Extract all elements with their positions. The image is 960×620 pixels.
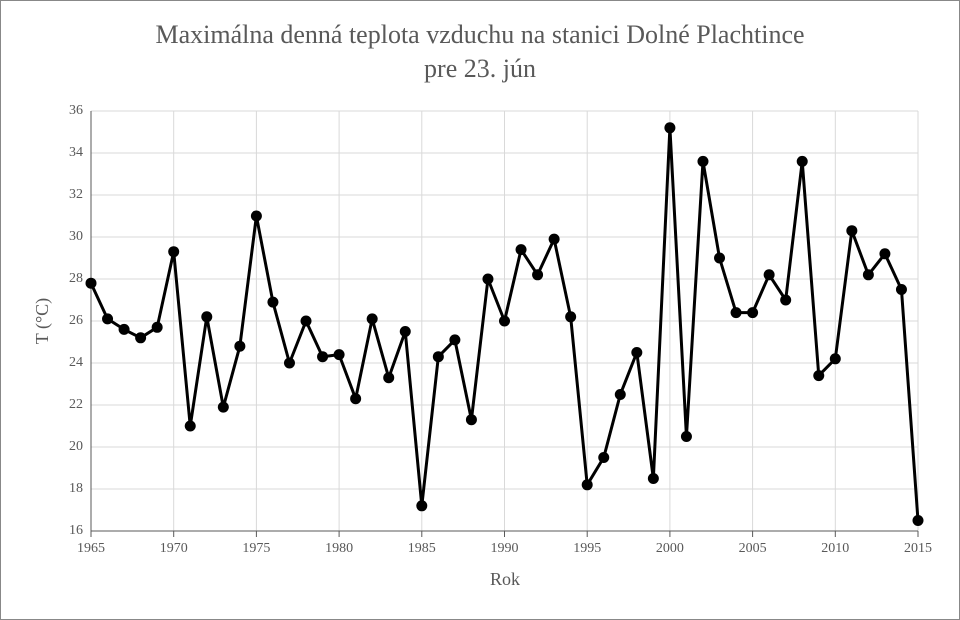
x-tick-label: 1970	[160, 541, 188, 556]
data-point	[581, 479, 593, 491]
y-tick-label: 36	[69, 103, 83, 118]
data-point	[499, 315, 510, 327]
y-tick-label: 16	[69, 523, 83, 538]
data-point	[846, 225, 858, 237]
data-point	[614, 389, 626, 400]
x-axis-label: Rok	[490, 569, 520, 589]
data-point	[333, 349, 345, 361]
data-point	[168, 246, 180, 258]
x-tick-label: 1980	[325, 541, 353, 556]
data-point	[532, 269, 544, 281]
y-axis-label: T (°C)	[32, 298, 53, 344]
data-point	[747, 307, 759, 319]
data-point	[780, 294, 792, 306]
x-tick-label: 1990	[491, 541, 519, 556]
data-point	[449, 334, 461, 346]
data-point	[135, 332, 147, 344]
x-tick-label: 1995	[573, 541, 601, 556]
data-point	[102, 313, 114, 325]
data-point	[813, 370, 825, 382]
data-point	[416, 500, 428, 512]
data-point	[565, 311, 577, 323]
x-tick-label: 2005	[739, 541, 767, 556]
data-point	[366, 313, 378, 325]
y-tick-label: 34	[69, 145, 83, 160]
chart-title: Maximálna denná teplota vzduchu na stani…	[155, 20, 804, 49]
data-point	[862, 269, 874, 281]
data-point	[548, 233, 560, 245]
data-point	[680, 431, 692, 442]
x-tick-label: 1965	[77, 541, 105, 556]
data-point	[317, 351, 329, 363]
data-point	[267, 296, 279, 308]
data-point	[482, 273, 494, 285]
data-point	[895, 284, 907, 295]
y-tick-label: 24	[69, 355, 83, 370]
data-point	[730, 307, 742, 319]
data-point	[647, 473, 659, 484]
data-point	[283, 357, 295, 369]
x-tick-label: 2015	[904, 541, 932, 556]
y-tick-label: 18	[69, 481, 83, 496]
x-tick-label: 1985	[408, 541, 436, 556]
data-point	[217, 401, 229, 413]
data-point	[184, 420, 196, 432]
data-point	[664, 122, 676, 134]
data-point	[432, 351, 444, 363]
data-point	[118, 323, 130, 335]
y-tick-label: 30	[69, 229, 83, 244]
data-point	[763, 269, 775, 281]
data-point	[912, 515, 924, 526]
data-point	[201, 311, 213, 323]
x-tick-label: 1975	[242, 541, 270, 556]
y-tick-label: 28	[69, 271, 83, 286]
data-point	[714, 252, 726, 264]
data-point	[515, 244, 527, 256]
data-point	[598, 452, 610, 463]
data-point	[250, 210, 262, 222]
data-point	[350, 393, 362, 405]
y-tick-label: 22	[69, 397, 83, 412]
y-tick-label: 32	[69, 187, 83, 202]
x-tick-label: 2000	[656, 541, 684, 556]
data-point	[151, 321, 163, 333]
data-point	[85, 277, 97, 289]
data-point	[465, 414, 477, 426]
data-point	[399, 326, 411, 337]
data-point	[300, 315, 312, 327]
chart-title: pre 23. jún	[424, 54, 536, 83]
data-point	[879, 248, 891, 260]
y-tick-label: 26	[69, 313, 83, 328]
y-tick-label: 20	[69, 439, 83, 454]
data-point	[631, 347, 643, 358]
data-point	[697, 155, 709, 167]
data-point	[829, 353, 841, 365]
x-tick-label: 2010	[821, 541, 849, 556]
data-point	[796, 155, 808, 167]
data-point	[234, 340, 246, 352]
data-point	[383, 372, 395, 384]
